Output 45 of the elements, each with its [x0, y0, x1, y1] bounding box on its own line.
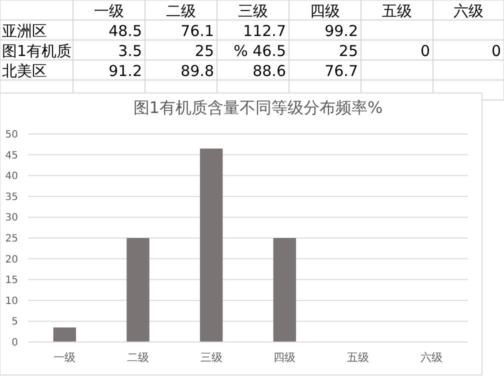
category-label: 二级 [166, 2, 196, 20]
data-label: 25 [194, 42, 214, 60]
y-tick-label: 35 [5, 192, 18, 203]
data-label: 88.6 [252, 62, 286, 80]
text: 亚洲区 [2, 22, 47, 40]
data-label: 89.8 [180, 62, 214, 80]
data-label: 76.7 [324, 62, 358, 80]
data-label: 25 [338, 42, 358, 60]
data-label: 3.5 [118, 42, 142, 60]
category-label: 一级 [94, 2, 124, 20]
category-label: 三级 [238, 2, 268, 20]
y-tick-label: 15 [5, 275, 18, 286]
x-tick-label: 六级 [420, 351, 442, 364]
text: 北美区 [2, 62, 47, 80]
y-tick-label: 30 [5, 212, 18, 224]
bar [126, 238, 150, 342]
data-label: 112.7 [243, 22, 286, 40]
x-tick-label: 四级 [274, 351, 296, 364]
data-label: 76.1 [180, 22, 214, 40]
data-label: 0 [420, 42, 430, 60]
y-tick-label: 40 [5, 171, 18, 182]
category-label: 五级 [382, 2, 412, 20]
chart-title: 图1有机质含量不同等级分布频率% [133, 98, 383, 117]
y-tick-label: 20 [5, 254, 18, 266]
category-label: 四级 [310, 2, 340, 20]
bar [200, 148, 223, 342]
data-label: 0 [491, 42, 501, 60]
bar [53, 327, 76, 342]
bar [273, 238, 296, 342]
data-label: 48.5 [108, 22, 142, 40]
data-label: 91.2 [108, 62, 142, 80]
y-tick-label: 50 [5, 130, 18, 140]
text: 图1有机质 [2, 42, 72, 60]
x-tick-label: 一级 [54, 351, 76, 364]
data-label: 99.2 [324, 22, 358, 40]
x-tick-label: 三级 [200, 351, 222, 364]
y-tick-label: 10 [5, 296, 18, 307]
data-label: % 46.5 [234, 42, 286, 60]
y-tick-label: 25 [5, 234, 18, 244]
category-label: 六级 [454, 2, 484, 20]
y-tick-label: 45 [5, 150, 18, 162]
x-tick-label: 二级 [127, 351, 149, 364]
x-tick-label: 五级 [347, 351, 369, 364]
y-tick-label: 0 [12, 338, 18, 348]
y-tick-label: 5 [12, 316, 18, 328]
